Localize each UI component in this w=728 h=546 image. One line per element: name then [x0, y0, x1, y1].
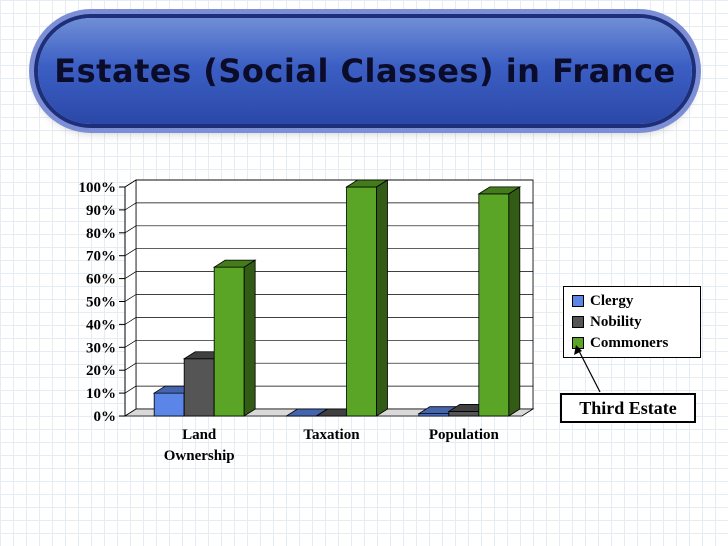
- gridline-side: [124, 294, 137, 302]
- chart-legend: Clergy Nobility Commoners: [563, 286, 701, 358]
- third-estate-callout: Third Estate: [560, 393, 696, 423]
- y-tick-label: 70%: [86, 249, 116, 265]
- slide-title: Estates (Social Classes) in France: [54, 52, 676, 90]
- bar-clergy-0-front: [153, 392, 185, 417]
- bar-commoners-2-side: [508, 186, 521, 417]
- bar-commoners-0-front: [213, 266, 245, 417]
- gridline-side: [124, 248, 137, 256]
- bar-nobility-2-front: [448, 411, 480, 417]
- bar-commoners-0-side: [243, 259, 256, 417]
- legend-item-commoners: Commoners: [572, 333, 668, 353]
- gridline-side: [124, 225, 137, 234]
- y-tick-label: 20%: [86, 363, 116, 379]
- x-category-label: Taxation: [303, 427, 360, 443]
- legend-swatch-nobility: [572, 316, 584, 328]
- x-category-label: Population: [429, 427, 500, 443]
- legend-item-nobility: Nobility: [572, 312, 642, 332]
- y-tick-label: 100%: [79, 180, 117, 196]
- y-tick-label: 10%: [86, 386, 116, 402]
- legend-label-clergy: Clergy: [590, 292, 634, 309]
- title-banner: Estates (Social Classes) in France: [38, 18, 692, 124]
- x-category-label: Land Ownership: [164, 427, 235, 464]
- legend-label-nobility: Nobility: [590, 313, 642, 330]
- bar-commoners-2-front: [478, 193, 510, 417]
- gridline-side: [124, 202, 137, 211]
- gridline-side: [124, 317, 137, 325]
- legend-swatch-commoners: [572, 337, 584, 349]
- gridline-side: [124, 340, 137, 348]
- bar-nobility-0-front: [183, 358, 215, 417]
- y-tick-label: 80%: [86, 226, 116, 242]
- y-tick-label: 50%: [86, 295, 116, 311]
- legend-label-commoners: Commoners: [590, 334, 669, 351]
- y-tick-label: 60%: [86, 272, 116, 288]
- gridline-side: [124, 179, 137, 188]
- y-tick-label: 40%: [86, 317, 116, 333]
- gridline-side: [124, 362, 137, 371]
- y-tick-label: 90%: [86, 203, 116, 219]
- bar-chart: 0% 10% 20% 30% 40% 50% 60% 70% 80% 90% 100% Land Own…: [79, 179, 535, 464]
- legend-swatch-clergy: [572, 295, 584, 307]
- bar-commoners-1-front: [346, 186, 377, 417]
- legend-item-clergy: Clergy: [572, 291, 633, 311]
- bar-commoners-1-side: [376, 179, 388, 417]
- gridline-side: [124, 271, 137, 279]
- y-tick-label: 30%: [86, 340, 116, 356]
- y-tick-label: 0%: [94, 409, 117, 425]
- gridline-side: [124, 385, 137, 394]
